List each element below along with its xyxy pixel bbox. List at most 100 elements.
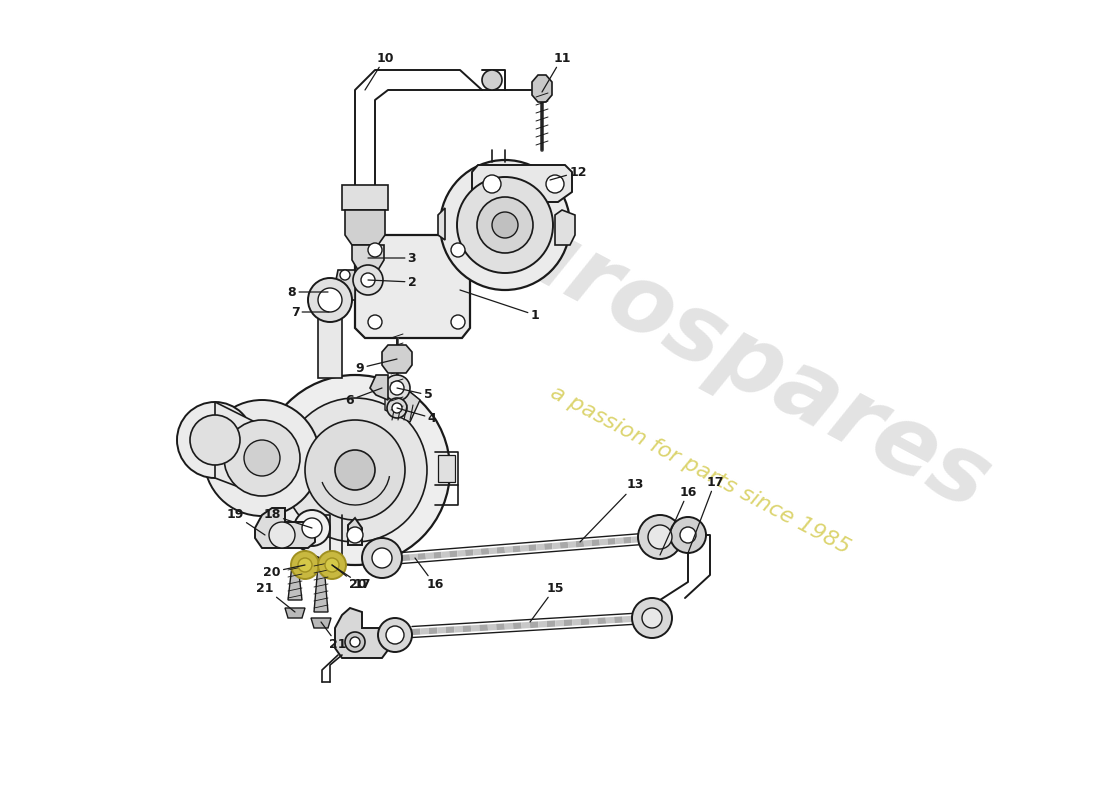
Text: 16: 16 [415, 558, 443, 591]
Polygon shape [556, 210, 575, 245]
Circle shape [632, 598, 672, 638]
Polygon shape [345, 210, 385, 245]
Circle shape [244, 440, 280, 476]
Text: 20: 20 [332, 565, 366, 591]
Circle shape [305, 420, 405, 520]
Circle shape [456, 177, 553, 273]
Circle shape [368, 315, 382, 329]
Circle shape [361, 273, 375, 287]
Polygon shape [472, 165, 572, 202]
Circle shape [346, 527, 363, 543]
Circle shape [477, 197, 534, 253]
Polygon shape [318, 302, 342, 378]
Polygon shape [255, 508, 315, 548]
Circle shape [642, 608, 662, 628]
Circle shape [294, 510, 330, 546]
Text: 10: 10 [365, 51, 394, 90]
Polygon shape [352, 245, 384, 270]
Circle shape [319, 302, 339, 322]
Text: 21: 21 [256, 582, 295, 612]
Polygon shape [370, 375, 388, 400]
Text: 18: 18 [263, 509, 312, 528]
Circle shape [390, 381, 404, 395]
Circle shape [177, 402, 253, 478]
Text: 17: 17 [688, 475, 724, 553]
Polygon shape [355, 235, 470, 338]
Circle shape [392, 403, 402, 413]
Text: 3: 3 [368, 251, 416, 265]
Circle shape [283, 398, 427, 542]
Text: 13: 13 [580, 478, 644, 542]
Polygon shape [285, 608, 305, 618]
Circle shape [378, 618, 412, 652]
Text: 15: 15 [530, 582, 563, 622]
Circle shape [680, 527, 696, 543]
Circle shape [384, 375, 410, 401]
Polygon shape [438, 455, 455, 482]
Polygon shape [336, 608, 388, 658]
Circle shape [638, 515, 682, 559]
Circle shape [204, 400, 320, 516]
Text: 1: 1 [460, 290, 539, 322]
Text: 17: 17 [332, 565, 371, 591]
Polygon shape [214, 402, 255, 492]
Circle shape [308, 278, 352, 322]
Text: 2: 2 [368, 275, 417, 289]
Text: eurospares: eurospares [434, 169, 1005, 531]
Circle shape [345, 632, 365, 652]
Polygon shape [438, 208, 446, 240]
Circle shape [350, 637, 360, 647]
Circle shape [324, 307, 334, 317]
Circle shape [546, 175, 564, 193]
Text: 11: 11 [542, 51, 571, 92]
Polygon shape [382, 345, 412, 373]
Text: 4: 4 [397, 408, 437, 425]
Circle shape [483, 175, 500, 193]
Circle shape [451, 315, 465, 329]
Circle shape [336, 450, 375, 490]
Text: 9: 9 [355, 359, 397, 374]
Circle shape [318, 551, 346, 579]
Text: 6: 6 [345, 388, 382, 406]
Polygon shape [320, 285, 338, 300]
Text: 8: 8 [288, 286, 328, 298]
Text: 7: 7 [290, 306, 329, 318]
Circle shape [270, 522, 295, 548]
Polygon shape [288, 565, 302, 600]
Text: 16: 16 [660, 486, 696, 555]
Circle shape [340, 290, 350, 300]
Polygon shape [348, 518, 362, 545]
Text: 19: 19 [227, 509, 265, 535]
Polygon shape [311, 618, 331, 628]
Circle shape [368, 243, 382, 257]
Circle shape [440, 160, 570, 290]
Circle shape [648, 525, 672, 549]
Circle shape [190, 415, 240, 465]
Circle shape [670, 517, 706, 553]
Text: 21: 21 [321, 622, 346, 651]
Circle shape [340, 270, 350, 280]
Text: 5: 5 [397, 388, 432, 402]
Circle shape [298, 558, 312, 572]
Polygon shape [314, 565, 328, 612]
Text: 20: 20 [263, 565, 305, 578]
Circle shape [372, 548, 392, 568]
Circle shape [362, 538, 402, 578]
Circle shape [387, 398, 407, 418]
Circle shape [318, 288, 342, 312]
Circle shape [482, 70, 502, 90]
Circle shape [302, 518, 322, 538]
Polygon shape [342, 185, 388, 210]
Circle shape [224, 420, 300, 496]
Polygon shape [385, 388, 420, 422]
Circle shape [386, 626, 404, 644]
Circle shape [324, 558, 339, 572]
Circle shape [353, 265, 383, 295]
Polygon shape [336, 270, 355, 300]
Text: a passion for parts since 1985: a passion for parts since 1985 [547, 382, 854, 558]
Text: 12: 12 [550, 166, 586, 180]
Polygon shape [532, 75, 552, 102]
Circle shape [292, 551, 319, 579]
Circle shape [451, 243, 465, 257]
Circle shape [260, 375, 450, 565]
